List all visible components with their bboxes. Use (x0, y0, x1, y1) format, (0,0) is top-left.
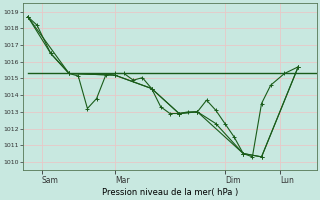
X-axis label: Pression niveau de la mer( hPa ): Pression niveau de la mer( hPa ) (102, 188, 238, 197)
